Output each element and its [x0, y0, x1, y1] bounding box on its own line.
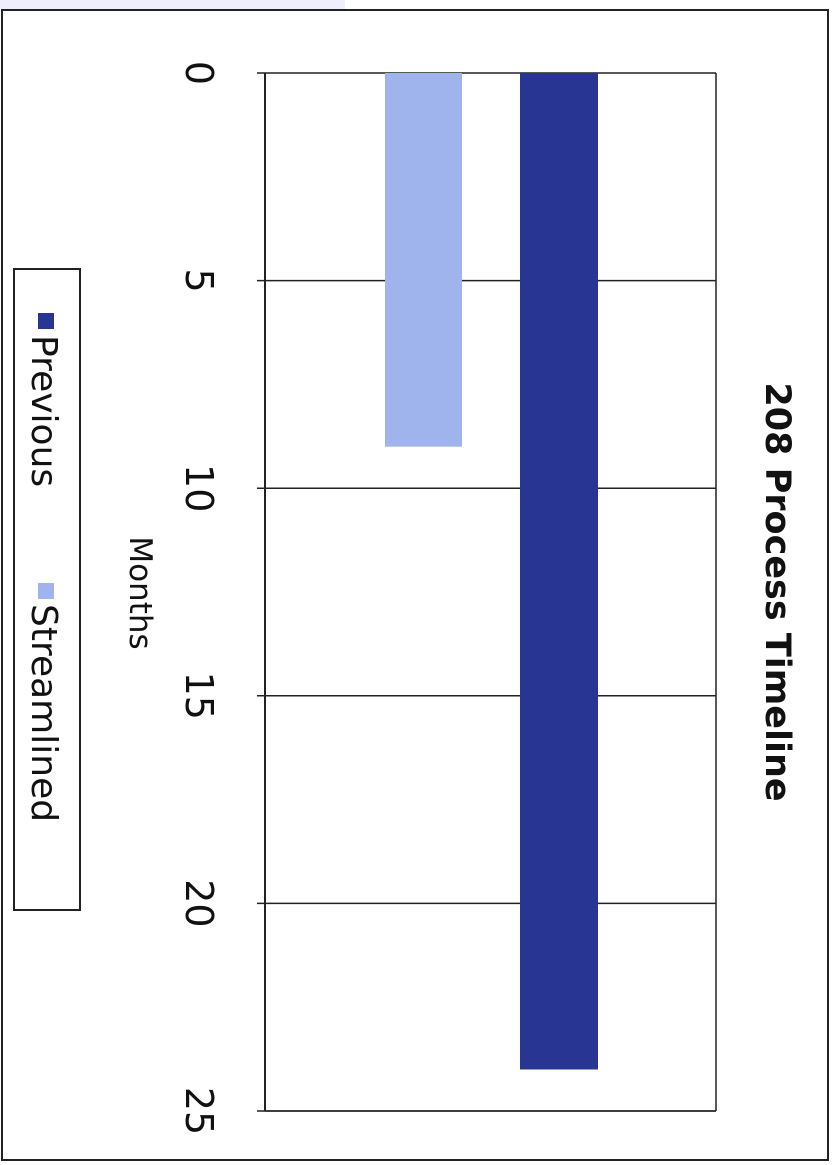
x-tick-label: 25: [177, 1087, 221, 1135]
bar-streamlined: [385, 73, 462, 447]
plot-background: [265, 73, 716, 1111]
x-tick-label: 20: [177, 879, 221, 927]
x-tick-labels: 0 5 10 15 20 25: [177, 61, 221, 1135]
bar-previous: [520, 73, 598, 1070]
x-tick-label: 10: [177, 464, 221, 512]
legend-swatch-streamlined: [38, 583, 54, 599]
plot-area: [257, 72, 717, 1112]
legend: Previous Streamlined: [13, 268, 81, 911]
x-tick-label: 5: [177, 269, 221, 293]
legend-label-streamlined: Streamlined: [23, 604, 64, 822]
chart-title: 208 Process Timeline: [757, 382, 797, 801]
legend-swatch-previous: [38, 313, 54, 329]
legend-label-previous: Previous: [23, 335, 64, 487]
x-tick-label: 0: [177, 61, 221, 85]
x-tick-label: 15: [177, 672, 221, 720]
x-axis-title: Months: [122, 536, 158, 649]
